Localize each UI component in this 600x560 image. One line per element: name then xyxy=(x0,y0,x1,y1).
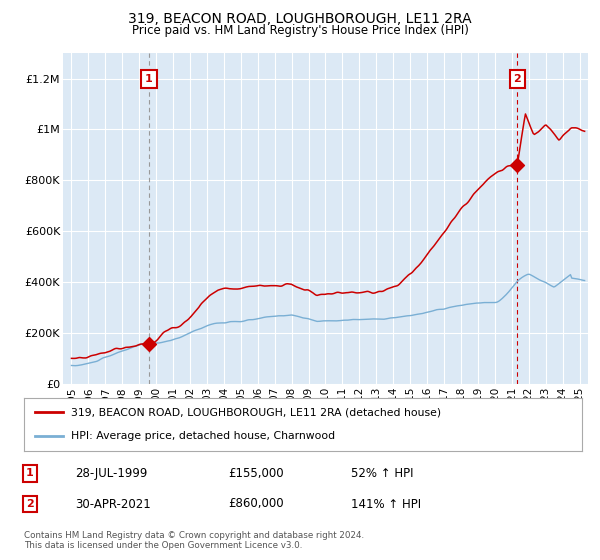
Text: 319, BEACON ROAD, LOUGHBOROUGH, LE11 2RA (detached house): 319, BEACON ROAD, LOUGHBOROUGH, LE11 2RA… xyxy=(71,408,442,418)
Point xyxy=(512,161,522,170)
Text: Contains HM Land Registry data © Crown copyright and database right 2024.
This d: Contains HM Land Registry data © Crown c… xyxy=(24,530,364,550)
Text: 30-APR-2021: 30-APR-2021 xyxy=(75,497,151,511)
Text: 2: 2 xyxy=(514,73,521,83)
Text: 141% ↑ HPI: 141% ↑ HPI xyxy=(351,497,421,511)
Text: £860,000: £860,000 xyxy=(228,497,284,511)
Text: 1: 1 xyxy=(26,468,34,478)
Text: 2: 2 xyxy=(26,499,34,509)
Text: 52% ↑ HPI: 52% ↑ HPI xyxy=(351,466,413,480)
Text: 1: 1 xyxy=(145,73,153,83)
Point xyxy=(144,340,154,349)
Text: 28-JUL-1999: 28-JUL-1999 xyxy=(75,466,148,480)
Text: £155,000: £155,000 xyxy=(228,466,284,480)
Text: Price paid vs. HM Land Registry's House Price Index (HPI): Price paid vs. HM Land Registry's House … xyxy=(131,24,469,36)
Text: HPI: Average price, detached house, Charnwood: HPI: Average price, detached house, Char… xyxy=(71,431,335,441)
Text: 319, BEACON ROAD, LOUGHBOROUGH, LE11 2RA: 319, BEACON ROAD, LOUGHBOROUGH, LE11 2RA xyxy=(128,12,472,26)
